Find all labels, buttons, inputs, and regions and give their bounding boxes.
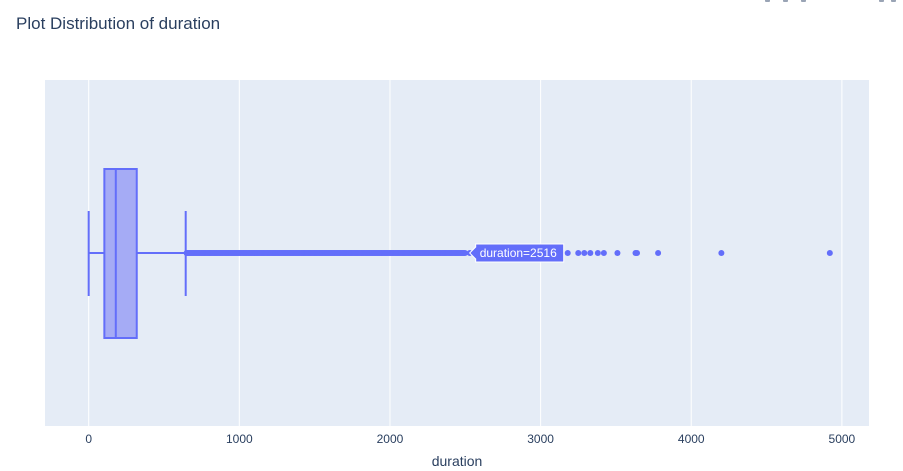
x-tick-label: 2000 <box>377 432 404 446</box>
hover-tooltip-text: duration=2516 <box>480 246 557 260</box>
modebar-pan-icon[interactable] <box>801 0 806 2</box>
modebar-plotly-logo-icon[interactable] <box>891 0 896 2</box>
hover-tooltip: duration=2516 <box>468 243 565 263</box>
x-axis-title: duration <box>432 453 483 469</box>
modebar[interactable] <box>763 0 903 6</box>
outlier-point[interactable] <box>614 250 621 256</box>
chart-title: Plot Distribution of duration <box>16 14 221 33</box>
outlier-point[interactable] <box>594 250 601 256</box>
interquartile-box[interactable] <box>103 168 138 339</box>
outlier-point[interactable] <box>634 250 641 256</box>
x-tick-label: 5000 <box>829 432 856 446</box>
modebar-autoscale-icon[interactable] <box>879 0 884 2</box>
x-tick-label: 3000 <box>527 432 554 446</box>
outlier-point[interactable] <box>587 250 594 256</box>
outlier-point[interactable] <box>718 250 725 256</box>
outlier-point[interactable] <box>655 250 662 256</box>
x-tick-labels: 0 1000 2000 3000 4000 5000 <box>85 432 855 446</box>
x-tick-label: 1000 <box>226 432 253 446</box>
modebar-zoom-icon[interactable] <box>783 0 788 2</box>
outlier-point[interactable] <box>564 250 571 256</box>
hover-tooltip-background <box>468 243 565 263</box>
x-tick-label: 4000 <box>678 432 705 446</box>
outlier-point[interactable] <box>461 250 468 256</box>
outlier-point[interactable] <box>581 250 588 256</box>
outlier-point[interactable] <box>600 250 607 256</box>
x-tick-label: 0 <box>85 432 92 446</box>
outlier-point[interactable] <box>575 250 582 256</box>
box-trace[interactable] <box>87 168 187 339</box>
modebar-camera-icon[interactable] <box>765 0 770 2</box>
outlier-point[interactable] <box>826 250 833 256</box>
